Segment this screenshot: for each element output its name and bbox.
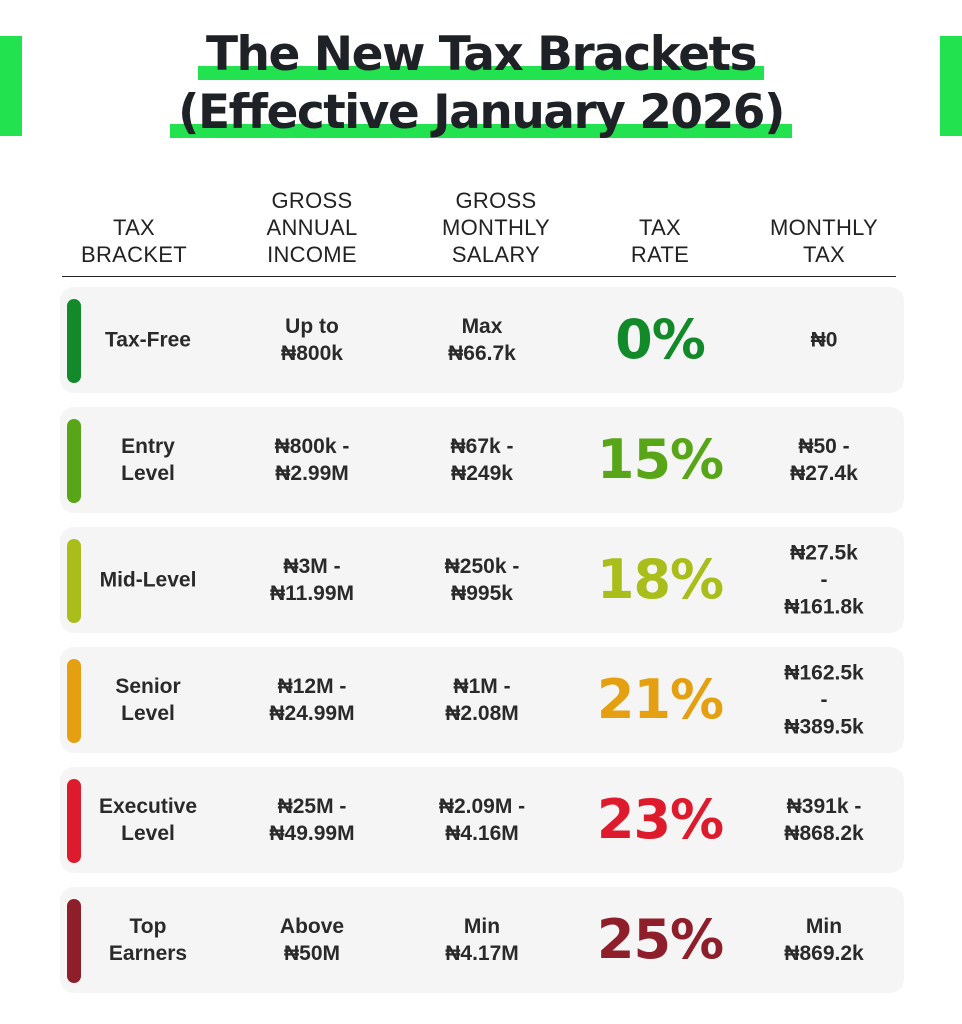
monthly-tax: ₦162.5k - ₦389.5k	[784, 661, 864, 739]
gross-annual-income: ₦25M - ₦49.99M	[269, 795, 355, 845]
tax-bracket-table: Tax-Free Up to ₦800k Max ₦66.7k 0% ₦0 En…	[60, 287, 904, 1007]
title-highlight-2	[170, 124, 792, 138]
table-row: Executive Level ₦25M - ₦49.99M ₦2.09M - …	[60, 767, 904, 873]
monthly-tax: ₦50 - ₦27.4k	[790, 435, 858, 485]
tax-rate: 15%	[596, 428, 724, 491]
table-row: Entry Level ₦800k - ₦2.99M ₦67k - ₦249k …	[60, 407, 904, 513]
monthly-tax: ₦391k - ₦868.2k	[784, 795, 864, 845]
header-monthly-tax: MONTHLY TAX	[769, 215, 879, 267]
gross-annual-income: ₦800k - ₦2.99M	[274, 435, 350, 485]
page-title: The New Tax Brackets (Effective January …	[0, 26, 962, 142]
table-row: Mid-Level ₦3M - ₦11.99M ₦250k - ₦995k 18…	[60, 527, 904, 633]
left-accent-bar	[0, 36, 22, 136]
tax-rate: 0%	[615, 308, 706, 371]
tax-rate: 23%	[596, 788, 724, 851]
bracket-name: Senior Level	[115, 675, 181, 725]
monthly-tax: Min ₦869.2k	[784, 915, 864, 965]
gross-annual-income: Up to ₦800k	[281, 315, 343, 365]
table-header: TAX BRACKET GROSS ANNUAL INCOME GROSS MO…	[62, 186, 896, 277]
bracket-color-bar	[67, 899, 81, 983]
monthly-tax: ₦27.5k - ₦161.8k	[784, 541, 864, 619]
gross-annual-income: Above ₦50M	[279, 915, 345, 965]
gross-annual-income: ₦12M - ₦24.99M	[269, 675, 355, 725]
header-gross-annual-income: GROSS ANNUAL INCOME	[266, 188, 358, 267]
right-accent-bar	[940, 36, 962, 136]
tax-rate: 18%	[596, 548, 724, 611]
gross-monthly-salary: Max ₦66.7k	[448, 315, 516, 365]
bracket-name: Executive Level	[98, 795, 198, 845]
header-tax-bracket: TAX BRACKET	[80, 215, 188, 267]
bracket-color-bar	[67, 419, 81, 503]
monthly-tax: ₦0	[810, 328, 838, 352]
gross-monthly-salary: ₦67k - ₦249k	[450, 435, 514, 485]
table-row: Top Earners Above ₦50M Min ₦4.17M 25% Mi…	[60, 887, 904, 993]
bracket-color-bar	[67, 779, 81, 863]
bracket-name: Top Earners	[108, 915, 188, 965]
bracket-color-bar	[67, 659, 81, 743]
title-line-2: (Effective January 2026)	[170, 84, 792, 142]
title-line-1: The New Tax Brackets	[197, 26, 765, 84]
gross-monthly-salary: ₦250k - ₦995k	[444, 555, 520, 605]
bracket-name: Tax-Free	[105, 328, 191, 352]
header-tax-rate: TAX RATE	[630, 215, 690, 267]
tax-rate: 21%	[596, 668, 724, 731]
bracket-color-bar	[67, 299, 81, 383]
table-row: Senior Level ₦12M - ₦24.99M ₦1M - ₦2.08M…	[60, 647, 904, 753]
header-gross-monthly-salary: GROSS MONTHLY SALARY	[441, 188, 551, 267]
gross-annual-income: ₦3M - ₦11.99M	[269, 555, 355, 605]
bracket-name: Mid-Level	[99, 568, 197, 592]
bracket-name: Entry Level	[121, 435, 175, 485]
bracket-color-bar	[67, 539, 81, 623]
tax-rate: 25%	[596, 908, 724, 971]
gross-monthly-salary: ₦1M - ₦2.08M	[445, 675, 519, 725]
gross-monthly-salary: Min ₦4.17M	[445, 915, 519, 965]
gross-monthly-salary: ₦2.09M - ₦4.16M	[438, 795, 526, 845]
table-row: Tax-Free Up to ₦800k Max ₦66.7k 0% ₦0	[60, 287, 904, 393]
title-highlight-1	[197, 66, 765, 80]
